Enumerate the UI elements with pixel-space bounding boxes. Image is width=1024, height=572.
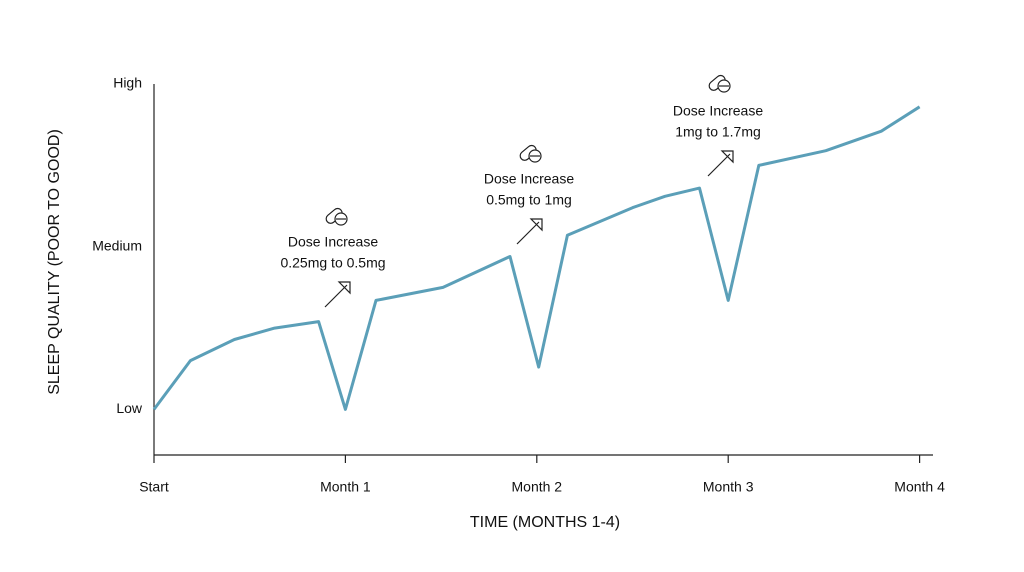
annotation-text: 1mg to 1.7mg xyxy=(675,124,761,140)
y-tick-label: Medium xyxy=(92,237,142,253)
arrow xyxy=(516,218,543,245)
annotation-text: Dose Increase xyxy=(484,171,574,187)
x-axis-label: TIME (MONTHS 1-4) xyxy=(470,514,620,531)
x-tick-label: Month 1 xyxy=(320,479,371,495)
pill-icon xyxy=(708,74,731,93)
arrow xyxy=(707,150,734,177)
annotation-text: 0.25mg to 0.5mg xyxy=(280,255,385,271)
y-axis-label: SLEEP QUALITY (POOR TO GOOD) xyxy=(46,129,63,395)
annotation-text: Dose Increase xyxy=(288,234,378,250)
data-line xyxy=(152,105,921,411)
x-tick-label: Month 3 xyxy=(703,479,754,495)
pill-icon xyxy=(519,144,542,163)
annotation-text: 0.5mg to 1mg xyxy=(486,192,572,208)
annotation-text: Dose Increase xyxy=(673,103,763,119)
x-tick-label: Month 4 xyxy=(894,479,945,495)
y-tick-label: Low xyxy=(116,400,143,416)
pill-icon xyxy=(325,207,348,226)
y-tick-label: High xyxy=(113,75,142,91)
arrow xyxy=(324,281,351,308)
x-tick-label: Start xyxy=(139,479,169,495)
x-tick-label: Month 2 xyxy=(512,479,563,495)
